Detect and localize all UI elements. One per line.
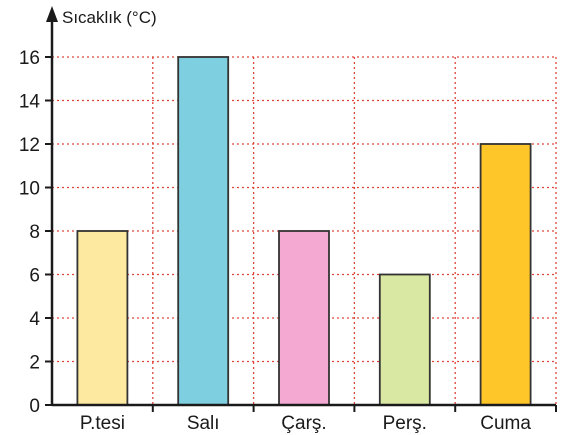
y-tick-label-2: 4 — [29, 309, 40, 330]
bar-3 — [378, 273, 431, 406]
y-tick-label-0: 0 — [29, 396, 40, 417]
x-tick-label-4: Cuma — [480, 413, 531, 434]
bar-2 — [278, 230, 330, 406]
bars-layer — [76, 56, 532, 406]
bar-4 — [479, 143, 532, 406]
x-ticks-layer: P.tesi Salı Çarş. Perş. Cuma — [80, 405, 557, 434]
y-axis-arrow-icon — [46, 6, 58, 22]
x-tick-label-3: Perş. — [383, 413, 427, 434]
y-axis-title: Sıcaklık (°C) — [62, 8, 157, 27]
bar-1 — [177, 56, 230, 406]
x-tick-label-2: Çarş. — [281, 413, 326, 434]
x-tick-label-1: Salı — [187, 413, 220, 434]
y-tick-label-1: 2 — [29, 353, 40, 374]
x-tick-label-0: P.tesi — [80, 413, 125, 434]
y-ticks-layer: 0 2 4 6 8 10 12 14 16 — [19, 48, 52, 417]
y-tick-label-4: 8 — [29, 222, 40, 243]
y-tick-label-8: 16 — [19, 48, 40, 69]
y-tick-label-6: 12 — [19, 135, 40, 156]
y-tick-label-7: 14 — [19, 92, 41, 113]
bar-0 — [76, 230, 129, 406]
axes-layer: Sıcaklık (°C) — [46, 6, 556, 407]
y-tick-label-3: 6 — [29, 266, 40, 287]
y-tick-label-5: 10 — [19, 179, 40, 200]
